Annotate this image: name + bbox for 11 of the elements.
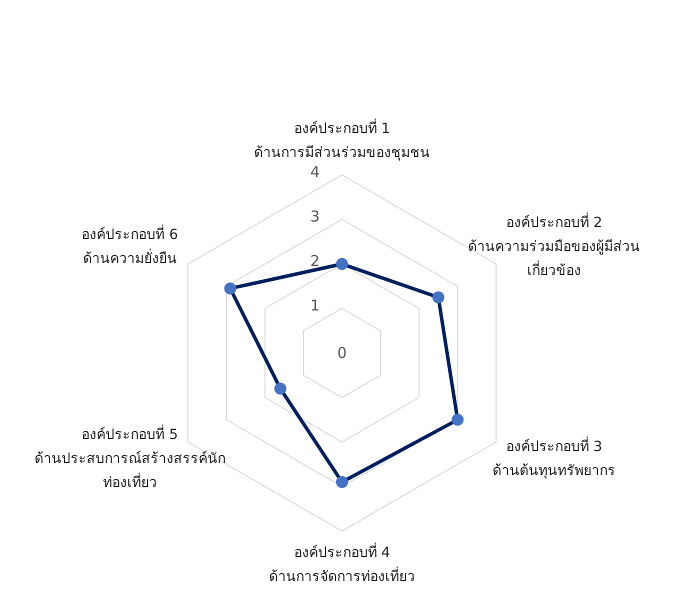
- spoke-label: องค์ประกอบที่ 6 ด้านความยั่งยืน: [82, 227, 178, 267]
- spoke-label: องค์ประกอบที่ 5 ด้านประสบการณ์สร้างสรรค์นักท่องเที่ยว: [34, 427, 226, 491]
- y-tick-label: 4: [310, 163, 320, 181]
- spoke-label: องค์ประกอบที่ 3 ด้านต้นทุนทรัพยากร: [492, 439, 616, 479]
- spoke-label: องค์ประกอบที่ 2 ด้านความร่วมมือของผู้มีส่วนเกี่ยวข้อง: [468, 215, 640, 279]
- y-tick-label: 3: [310, 208, 320, 226]
- y-tick-label: 1: [310, 296, 320, 314]
- y-tick-label: 0: [337, 344, 347, 362]
- spoke-label: องค์ประกอบที่ 1 ด้านการมีส่วนร่วมของชุมชน: [254, 121, 430, 161]
- spoke-label: องค์ประกอบที่ 4 ด้านการจัดการท่องเที่ยว: [269, 545, 415, 585]
- y-tick-label: 2: [310, 252, 320, 270]
